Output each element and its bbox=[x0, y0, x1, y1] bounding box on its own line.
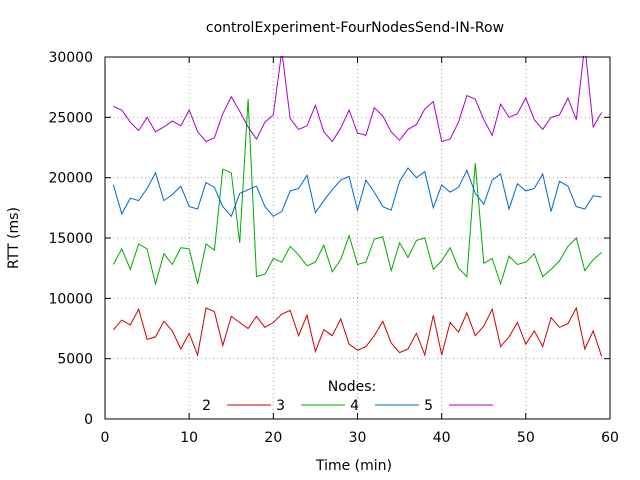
series-lines bbox=[112, 56, 603, 357]
y-tick-label: 0 bbox=[84, 412, 93, 428]
legend-label-3: 3 bbox=[276, 398, 285, 414]
y-tick-label: 20000 bbox=[48, 171, 93, 187]
y-tick-label: 10000 bbox=[48, 291, 93, 307]
x-tick-label: 10 bbox=[180, 430, 198, 446]
chart-title: controlExperiment-FourNodesSend-IN-Row bbox=[206, 20, 504, 36]
legend-title: Nodes: bbox=[328, 379, 377, 395]
axis-ticks: 0 10 20 30 40 50 60 0 5000 10000 15000 20000 25000 30… bbox=[48, 50, 618, 446]
legend: Nodes: 2 3 4 5 bbox=[202, 379, 493, 414]
series-line-4 bbox=[112, 167, 602, 218]
x-axis-label: Time (min) bbox=[315, 458, 392, 474]
x-tick-label: 60 bbox=[601, 430, 619, 446]
legend-label-4: 4 bbox=[350, 398, 359, 414]
y-tick-label: 15000 bbox=[48, 231, 93, 247]
series-line-2 bbox=[113, 306, 603, 357]
x-tick-label: 20 bbox=[264, 430, 282, 446]
grid-lines bbox=[105, 57, 610, 419]
y-axis-label: RTT (ms) bbox=[6, 207, 22, 269]
x-tick-label: 30 bbox=[349, 430, 367, 446]
y-tick-label: 5000 bbox=[57, 352, 93, 368]
x-tick-label: 40 bbox=[433, 430, 451, 446]
y-tick-label: 25000 bbox=[48, 110, 93, 126]
x-tick-label: 50 bbox=[517, 430, 535, 446]
x-tick-label: 0 bbox=[101, 430, 110, 446]
legend-label-2: 2 bbox=[202, 398, 211, 414]
series-line-5 bbox=[113, 56, 603, 143]
series-line-3 bbox=[112, 99, 602, 286]
plot-frame bbox=[104, 56, 611, 420]
legend-label-5: 5 bbox=[424, 398, 433, 414]
y-tick-label: 30000 bbox=[48, 50, 93, 66]
